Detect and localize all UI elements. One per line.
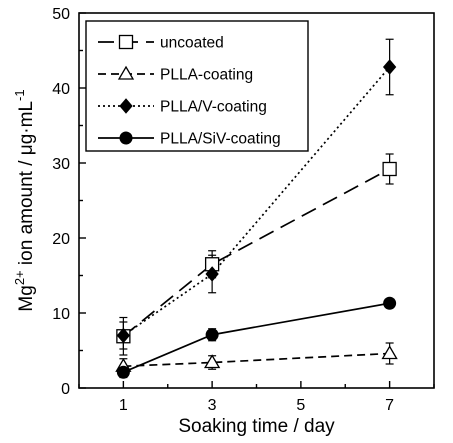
triangle-marker-shape	[381, 345, 398, 360]
circle-marker-shape	[116, 365, 130, 379]
diamond-marker-shape	[116, 327, 131, 344]
y-tick-label: 20	[52, 231, 70, 248]
data-point	[203, 354, 221, 369]
series-line-0	[122, 168, 391, 337]
plot-area: 1 3 5 7 0 10 20 30 40 50	[52, 6, 435, 414]
legend-label-3: PLLA/SiV-coating	[160, 131, 281, 148]
diamond-marker-shape	[119, 98, 133, 114]
x-tick-label: 7	[385, 397, 394, 414]
y-label-rest: ion amount / μg·mL	[16, 101, 37, 270]
triangle-marker-shape	[117, 65, 135, 80]
legend-marker-0	[118, 34, 134, 50]
diamond-marker-shape	[205, 266, 219, 282]
y-tick-label: 0	[61, 381, 70, 398]
data-point	[382, 59, 397, 75]
y-label-exponent: -1	[12, 89, 27, 101]
data-point	[205, 266, 219, 282]
square-marker-shape	[118, 34, 134, 50]
y-tick-labels: 0 10 20 30 40 50	[52, 6, 70, 398]
y-tick-label: 40	[52, 81, 70, 98]
data-point	[382, 161, 397, 177]
data-point	[383, 296, 397, 310]
y-axis-label: Mg2+ ion amount / μg·mL-1	[12, 89, 37, 311]
circle-marker-shape	[205, 328, 219, 342]
legend-marker-1	[117, 65, 135, 80]
x-tick-label: 5	[296, 397, 305, 414]
x-tick-label: 3	[208, 397, 217, 414]
legend-marker-3	[119, 131, 133, 145]
series-line-1	[123, 352, 390, 368]
triangle-marker-shape	[203, 354, 221, 369]
y-label-species: Mg	[16, 285, 37, 311]
x-tick-label: 1	[119, 397, 128, 414]
square-marker-shape	[382, 161, 397, 177]
data-point	[116, 327, 131, 344]
y-tick-label: 50	[52, 6, 70, 23]
axis-ticks	[78, 12, 435, 389]
series-line-2	[122, 66, 391, 337]
data-markers	[115, 59, 398, 379]
legend-label-1: PLLA-coating	[160, 67, 253, 84]
legend-label-2: PLLA/V-coating	[160, 99, 267, 116]
data-point	[381, 345, 398, 360]
series-line-3	[123, 302, 390, 374]
y-tick-label: 10	[52, 306, 70, 323]
circle-marker-shape	[383, 296, 397, 310]
legend: uncoated PLLA-coating PLLA/V-coating PLLA/S…	[85, 20, 309, 152]
y-tick-label: 30	[52, 156, 70, 173]
x-tick-labels: 1 3 5 7	[119, 397, 394, 414]
y-label-charge: 2+	[12, 270, 27, 285]
data-point	[205, 328, 219, 342]
diamond-marker-shape	[382, 59, 397, 75]
legend-label-0: uncoated	[160, 35, 224, 52]
circle-marker-shape	[119, 131, 133, 145]
legend-marker-2	[119, 98, 133, 114]
x-axis-label: Soaking time / day	[178, 416, 335, 437]
data-point	[116, 365, 130, 379]
